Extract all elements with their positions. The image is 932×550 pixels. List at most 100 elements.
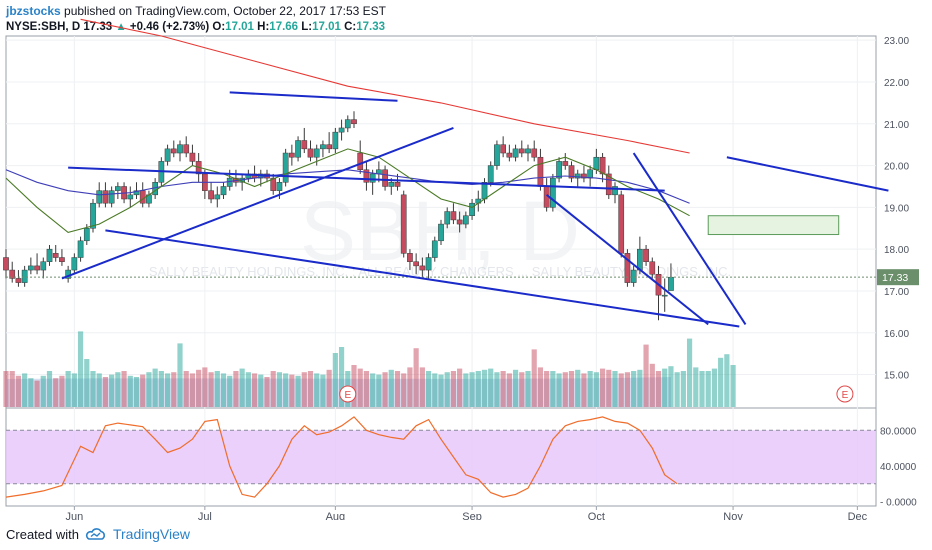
publish-line: jbzstocks published on TradingView.com, … xyxy=(6,3,386,19)
candle-body xyxy=(382,169,388,187)
candle-body xyxy=(369,173,376,183)
volume-bar xyxy=(537,367,544,407)
trendline xyxy=(68,166,665,192)
candle-body xyxy=(400,194,407,254)
candle-body xyxy=(71,257,78,271)
candle-body xyxy=(668,276,674,291)
candle-body xyxy=(282,152,289,183)
stoch-line xyxy=(5,416,678,498)
candle-body xyxy=(643,248,649,262)
volume-bar xyxy=(276,372,283,407)
symbol-line: NYSE:SBH, D 17.33 ▲ +0.46 (+2.73%) O:17.… xyxy=(6,19,386,35)
volume-bar xyxy=(270,371,276,407)
price-tick-label: 22.00 xyxy=(884,78,909,89)
candle-body xyxy=(295,140,301,158)
time-axis: Jun Jul Aug Sep Oct Nov Dec xyxy=(65,506,868,520)
candle-body xyxy=(469,202,475,216)
stoch-tick-label: - 0.0000 xyxy=(880,498,917,509)
candle-body xyxy=(21,269,28,283)
candle-body xyxy=(59,257,65,262)
stoch-tick-label: 40.0000 xyxy=(880,462,917,473)
candle-body xyxy=(313,148,320,158)
candle-body xyxy=(214,194,221,200)
time-tick-label: Dec xyxy=(848,511,868,520)
volume-bar xyxy=(283,373,289,407)
candle-body xyxy=(139,190,146,204)
volume-bar xyxy=(432,373,438,407)
volume-bar xyxy=(450,371,457,407)
candle-body xyxy=(388,182,395,187)
volume-bar xyxy=(562,372,568,407)
last-price-badge xyxy=(877,269,919,286)
volume-bar xyxy=(705,371,711,407)
volume-bar xyxy=(307,371,314,407)
candle-body xyxy=(3,257,9,271)
volume-bar xyxy=(233,371,239,407)
candle-body xyxy=(320,144,326,150)
volume-bar xyxy=(314,373,320,407)
volume-bar xyxy=(438,374,444,407)
volume-bar xyxy=(15,375,22,407)
candle-body xyxy=(444,211,451,225)
candle-body xyxy=(425,257,432,271)
volume-bar xyxy=(152,368,158,407)
volume-bar xyxy=(376,374,382,407)
price-axis: 15.00 16.00 17.00 18.00 19.00 20.00 21.00 22.00… xyxy=(877,36,919,382)
volume-bar xyxy=(388,369,394,407)
candle-body xyxy=(537,156,544,187)
candle-body xyxy=(170,148,177,154)
volume-bar xyxy=(127,375,133,407)
volume-bar xyxy=(158,371,164,407)
candle-body xyxy=(487,165,494,183)
volume-bar xyxy=(3,371,9,407)
symbol-label[interactable]: NYSE:SBH, D xyxy=(6,21,81,33)
candle-body xyxy=(518,148,525,154)
candle-body xyxy=(220,186,227,196)
trendline xyxy=(726,156,889,192)
volume-bar xyxy=(674,372,680,407)
high-value: 17.66 xyxy=(269,21,299,33)
time-tick-label: Sep xyxy=(462,511,482,520)
volume-bar xyxy=(115,372,121,407)
time-tick-label: Aug xyxy=(326,511,346,520)
candle-body xyxy=(525,148,531,154)
volume-bar xyxy=(662,368,668,407)
volume-bar xyxy=(556,373,562,407)
volume-bar xyxy=(475,371,481,407)
candle-body xyxy=(463,215,469,225)
volume-bar xyxy=(394,371,401,407)
volume-bar xyxy=(444,372,450,407)
candle-body xyxy=(556,161,562,179)
earnings-marker-label: E xyxy=(344,390,351,401)
volume-bar xyxy=(730,365,736,407)
price-tick-label: 17.00 xyxy=(884,287,909,298)
author-link[interactable]: jbzstocks xyxy=(6,4,61,18)
change-arrow-icon: ▲ xyxy=(115,21,127,33)
candle-body xyxy=(108,190,115,204)
volume-bar xyxy=(649,363,655,407)
earnings-marker-label: E xyxy=(842,390,849,401)
volume-bar xyxy=(668,366,674,407)
price-grid xyxy=(6,36,876,506)
volume-bar xyxy=(102,377,109,407)
candle-body xyxy=(363,169,370,183)
price-tick-label: 23.00 xyxy=(884,36,909,47)
candle-body xyxy=(127,194,134,200)
stock-chart[interactable]: SBH, D SALLY BEAUTY HOLDINGS, INC. : ALL… xyxy=(0,0,932,520)
volume-bar xyxy=(631,371,637,407)
volume-bar xyxy=(568,371,575,407)
candle-body xyxy=(307,148,314,158)
price-tick-label: 19.00 xyxy=(884,203,909,214)
volume-bar xyxy=(34,380,40,407)
volume-bar xyxy=(587,371,593,407)
published-text: published on TradingView.com, October 22… xyxy=(64,4,387,18)
volume-bar xyxy=(109,374,115,407)
tradingview-brand[interactable]: TradingView xyxy=(112,526,191,542)
volume-bar xyxy=(512,369,519,407)
time-tick-label: Jul xyxy=(198,511,212,520)
volume-bar xyxy=(196,369,202,407)
candle-body xyxy=(357,152,364,171)
volume-bar xyxy=(214,371,220,407)
volume-bar xyxy=(28,378,34,407)
